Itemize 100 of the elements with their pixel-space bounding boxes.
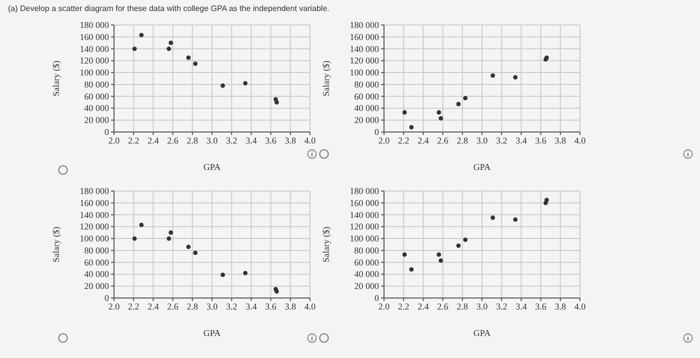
point xyxy=(463,238,468,242)
point xyxy=(168,40,174,46)
x-tick-label: 3.8 xyxy=(284,135,297,146)
point xyxy=(193,61,198,66)
x-tick-label: 2.8 xyxy=(186,301,199,312)
x-tick-label: 2.4 xyxy=(148,301,160,312)
x-tick-label: 3.0 xyxy=(206,301,218,312)
x-tick-label: 3.2 xyxy=(226,301,238,312)
y-tick-label: 140 000 xyxy=(80,44,110,54)
y-tick-label: 160 000 xyxy=(80,198,110,208)
x-tick-label: 2.6 xyxy=(437,301,449,312)
x-axis-title: GPA xyxy=(473,328,492,338)
y-tick-label: 160 000 xyxy=(350,32,380,42)
y-tick-label: 20 000 xyxy=(84,281,110,292)
point xyxy=(490,73,495,78)
chart-title: (a) Develop a scatter diagram for these data with college GPA as the independent variable. xyxy=(8,4,330,13)
y-tick-label: 160 000 xyxy=(80,32,110,42)
point xyxy=(139,32,144,38)
point xyxy=(220,272,225,278)
x-tick-label: 3.4 xyxy=(246,135,258,146)
y-tick-label: 140 000 xyxy=(350,44,380,54)
point xyxy=(438,258,444,263)
y-axis-title: Salary ($) xyxy=(51,226,62,262)
x-tick-label: 3.4 xyxy=(516,301,528,312)
point xyxy=(436,252,442,257)
x-tick-label: 3.6 xyxy=(535,301,547,312)
x-tick-label: 2.0 xyxy=(108,301,120,312)
y-axis-title: Salary ($) xyxy=(321,226,332,262)
y-tick-label: 140 000 xyxy=(80,210,110,220)
point xyxy=(168,230,174,235)
point xyxy=(166,46,172,51)
x-tick-label: 2.8 xyxy=(456,135,469,146)
x-tick-label: 2.2 xyxy=(128,135,140,146)
y-tick-label: 40 000 xyxy=(354,103,380,114)
x-tick-label: 3.2 xyxy=(496,301,508,312)
y-tick-label: 0 xyxy=(374,293,380,303)
y-tick-label: 120 000 xyxy=(80,222,110,232)
y-tick-label: 60 000 xyxy=(354,91,380,102)
x-tick-label: 3.8 xyxy=(554,135,567,146)
x-tick-label: 3.2 xyxy=(496,135,508,146)
y-tick-label: 60 000 xyxy=(84,257,110,268)
point xyxy=(438,116,444,121)
y-tick-label: 60 000 xyxy=(84,91,110,102)
x-tick-label: 2.8 xyxy=(186,135,199,146)
y-tick-label: 20 000 xyxy=(354,115,380,126)
point xyxy=(513,75,518,80)
point xyxy=(186,55,191,60)
point xyxy=(139,222,144,228)
point xyxy=(456,243,461,248)
x-tick-label: 3.6 xyxy=(535,135,547,146)
x-tick-label: 2.6 xyxy=(167,135,179,146)
y-tick-label: 80 000 xyxy=(84,245,110,256)
x-tick-label: 3.6 xyxy=(265,301,277,312)
x-tick-label: 3.4 xyxy=(516,135,528,146)
y-tick-label: 180 000 xyxy=(350,20,380,30)
x-tick-label: 3.6 xyxy=(265,135,277,146)
y-axis-title: Salary ($) xyxy=(51,60,62,96)
x-tick-label: 2.6 xyxy=(167,301,179,312)
point xyxy=(402,110,407,115)
y-tick-label: 20 000 xyxy=(354,281,380,292)
y-tick-label: 80 000 xyxy=(354,79,380,90)
point xyxy=(490,216,495,220)
point xyxy=(456,102,461,106)
y-tick-label: 180 000 xyxy=(350,186,380,196)
y-tick-label: 40 000 xyxy=(84,103,110,114)
x-tick-label: 3.2 xyxy=(226,135,238,146)
x-tick-label: 3.0 xyxy=(476,135,488,146)
point xyxy=(513,217,518,222)
x-tick-label: 2.2 xyxy=(398,135,410,146)
y-tick-label: 100 000 xyxy=(350,234,380,244)
y-tick-label: 140 000 xyxy=(350,210,380,220)
x-tick-label: 2.0 xyxy=(108,135,120,146)
x-tick-label: 2.2 xyxy=(398,301,410,312)
x-tick-label: 4.0 xyxy=(574,135,586,146)
x-tick-label: 3.0 xyxy=(206,135,218,146)
y-tick-label: 40 000 xyxy=(84,269,110,280)
point xyxy=(274,100,279,104)
y-tick-label: 100 000 xyxy=(80,68,110,78)
point xyxy=(274,289,279,294)
x-axis-title: GPA xyxy=(473,162,492,172)
point xyxy=(220,83,225,88)
point xyxy=(166,236,172,241)
point xyxy=(186,244,191,250)
point xyxy=(193,250,198,256)
y-tick-label: 180 000 xyxy=(80,20,110,30)
x-tick-label: 2.8 xyxy=(456,301,469,312)
y-tick-label: 180 000 xyxy=(80,186,110,196)
x-tick-label: 2.4 xyxy=(148,135,160,146)
x-tick-label: 4.0 xyxy=(304,135,316,146)
y-tick-label: 120 000 xyxy=(350,56,380,66)
point xyxy=(544,198,549,202)
point xyxy=(402,252,407,257)
y-tick-label: 100 000 xyxy=(350,68,380,78)
point xyxy=(409,267,414,272)
y-tick-label: 40 000 xyxy=(354,269,380,280)
y-tick-label: 80 000 xyxy=(354,245,380,256)
y-tick-label: 20 000 xyxy=(84,115,110,126)
x-tick-label: 4.0 xyxy=(304,301,316,312)
y-axis-title: Salary ($) xyxy=(321,60,332,96)
x-tick-label: 2.2 xyxy=(128,301,140,312)
